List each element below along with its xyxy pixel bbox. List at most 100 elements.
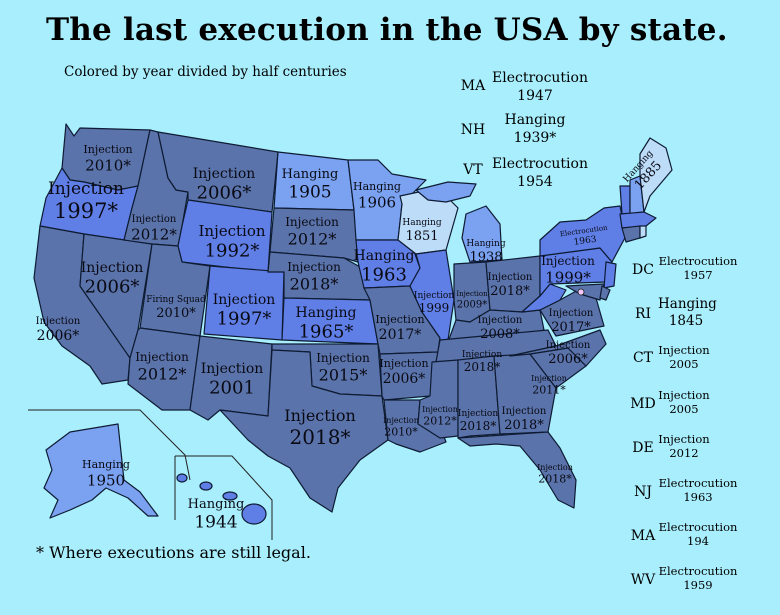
state-AR[interactable] [379,351,439,401]
state-HI-kauai[interactable] [176,473,188,483]
state-method: Injection [316,351,370,365]
state-HI-oahu[interactable] [199,481,213,491]
state-MD[interactable] [565,283,605,301]
state-year: 2010* [384,426,418,439]
key-side-abbr: RI [634,306,652,322]
key-side-entry: Electrocution 1957 [658,254,738,283]
key-side-entry: Injection 2012 [658,432,710,461]
key-side-method: Injection [658,388,710,402]
state-label-SD: Injection 2012* [285,215,339,248]
state-label-OK: Injection 2015* [316,351,370,384]
state-label-IL: Injection 1999 [414,291,454,315]
state-year: 2008* [480,327,520,342]
state-MI-up[interactable] [415,181,477,203]
key-top-entry: Electrocution 1947 [492,70,588,105]
key-side-abbr: MD [630,396,656,412]
state-label-CO: Injection 1997* [213,292,276,330]
state-year: 2006* [383,371,426,387]
state-label-PA: Injection 1999* [541,254,595,286]
state-year: 1944 [194,513,237,533]
state-method: Injection [193,166,256,182]
state-label-NE: Injection 2018* [287,260,341,293]
state-year: 2012* [131,225,177,243]
state-year: 2012* [423,415,457,428]
key-side-year: 1963 [683,490,713,505]
state-year: 2018* [490,284,530,299]
state-label-CA: Injection 2006* [36,316,81,344]
key-top-method: Electrocution [492,156,588,172]
state-SD[interactable] [269,207,359,263]
state-method: Injection [502,406,547,417]
state-label-HI: Hanging 1944 [188,497,245,533]
footnote: * Where executions are still legal. [36,543,311,562]
state-HI-maui[interactable] [222,491,238,501]
state-method: Injection [537,463,573,472]
state-year: 1905 [288,183,331,203]
dc-marker [577,288,585,296]
state-FL[interactable] [457,431,577,509]
key-side-abbr: WV [630,572,656,588]
page-title: The last execution in the USA by state. [46,12,728,48]
state-year: 1999* [545,268,591,286]
state-DE[interactable] [599,285,611,301]
state-label-MO: Injection 2017* [375,313,424,343]
state-label-TN: Injection 2018* [462,350,502,374]
state-AK[interactable] [43,423,159,519]
state-AL[interactable] [457,355,501,439]
state-year: 2015* [319,365,368,384]
key-side-method: Injection [658,432,710,446]
key-side-entry: Electrocution 194 [658,520,738,549]
state-method: Injection [132,214,177,225]
state-VT[interactable] [619,185,631,215]
state-year: 2018* [464,360,501,374]
state-method: Injection [36,316,81,327]
key-side-year: 2012 [669,446,699,461]
state-method: Hanging [353,180,401,193]
state-label-NC: Injection 2006* [546,340,591,367]
state-year: 1938 [469,250,502,265]
state-label-KY: Injection 2008* [478,315,523,342]
key-side-year: 194 [687,534,709,549]
state-HI-big[interactable] [241,503,267,525]
state-label-UT: Firing Squad 2010* [146,295,206,321]
state-CT[interactable] [621,225,641,243]
state-label-AL: Injection 2018* [458,409,498,433]
key-side-abbr: CT [632,350,654,366]
key-top-entry: Electrocution 1954 [492,156,588,191]
key-side-method: Electrocution [658,476,738,490]
state-NC[interactable] [509,329,607,367]
state-year: 1965* [299,322,354,343]
key-side-year: 1845 [668,312,704,329]
state-method: Injection [375,313,424,326]
state-year: 2006* [548,352,588,367]
key-side-method: Hanging [658,296,717,312]
alaska-inset-border [28,409,191,481]
state-label-ID: Injection 2012* [131,214,177,243]
state-method: Hanging [466,239,505,249]
state-method: Injection [478,315,523,326]
state-label-WA: Injection 2010* [83,143,132,174]
state-RI[interactable] [639,225,647,239]
state-method: Hanging [282,167,339,182]
state-method: Injection [383,416,419,425]
state-ME[interactable] [639,137,673,213]
key-side-abbr: NJ [634,484,652,500]
state-label-AZ: Injection 2012* [135,350,189,383]
state-method: Injection [213,292,276,308]
state-year: 2010* [85,156,131,174]
key-side-entry: Injection 2005 [658,388,710,417]
state-method: Injection [456,290,488,298]
state-year: 2017* [551,320,591,335]
state-MA[interactable] [619,211,657,229]
state-NJ[interactable] [603,261,617,289]
state-label-TX: Injection 2018* [284,406,356,449]
state-TX[interactable] [219,349,389,513]
key-top-year: 1939* [513,129,557,146]
state-year: 1950 [87,471,125,489]
state-label-AR: Injection 2006* [379,357,428,387]
state-label-KS: Hanging 1965* [296,305,357,343]
state-method: Injection [531,374,567,383]
state-method: Hanging [296,305,357,321]
state-year: 1997* [217,309,272,330]
